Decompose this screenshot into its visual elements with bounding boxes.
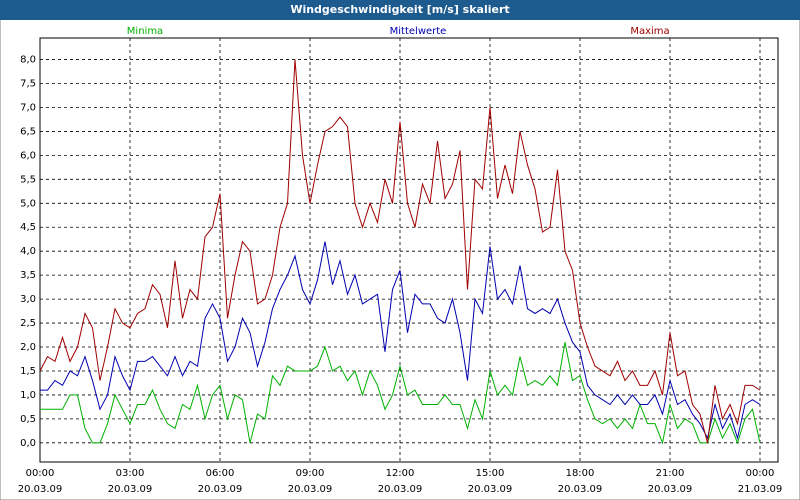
plot-area	[39, 37, 779, 463]
x-tick-label: 18:00	[566, 468, 595, 479]
x-tick-label: 00:00	[26, 468, 55, 479]
y-tick-label: 1,5	[20, 366, 36, 377]
y-tick-label: 2,0	[20, 342, 36, 353]
series-line	[39, 59, 761, 443]
x-tick-label: 06:00	[206, 468, 235, 479]
series-line	[40, 241, 761, 440]
y-tick-label: 7,5	[20, 79, 36, 90]
legend-label: Minima	[127, 26, 163, 37]
x-tick-date: 21.03.09	[738, 484, 783, 495]
y-tick-label: 7,0	[20, 102, 36, 113]
legend-label: Mittelwerte	[390, 26, 447, 37]
x-tick-label: 12:00	[386, 468, 415, 479]
x-tick-date: 20.03.09	[468, 484, 513, 495]
x-tick-label: 21:00	[656, 468, 685, 479]
y-tick-label: 0,0	[20, 438, 36, 449]
y-tick-label: 5,5	[20, 174, 36, 185]
y-tick-label: 4,5	[20, 222, 36, 233]
x-tick-date: 20.03.09	[198, 484, 243, 495]
y-tick-label: 0,5	[20, 414, 36, 425]
y-tick-label: 5,0	[20, 198, 36, 209]
chart-title: Windgeschwindigkeit [m/s] skaliert	[290, 3, 509, 16]
x-tick-date: 20.03.09	[648, 484, 693, 495]
x-tick-label: 15:00	[476, 468, 505, 479]
y-tick-label: 6,0	[20, 150, 36, 161]
x-tick-label: 09:00	[296, 468, 325, 479]
title-bar	[0, 0, 800, 20]
legend-label: Maxima	[630, 26, 669, 37]
x-tick-date: 20.03.09	[18, 484, 63, 495]
x-tick-date: 20.03.09	[288, 484, 333, 495]
y-tick-label: 3,5	[20, 270, 36, 281]
y-tick-label: 6,5	[20, 126, 36, 137]
y-tick-label: 2,5	[20, 318, 36, 329]
x-tick-date: 20.03.09	[108, 484, 153, 495]
y-tick-label: 1,0	[20, 390, 36, 401]
y-tick-label: 3,0	[20, 294, 36, 305]
x-tick-date: 20.03.09	[558, 484, 603, 495]
y-tick-label: 4,0	[20, 246, 36, 257]
y-tick-label: 8,0	[20, 55, 36, 66]
x-tick-label: 03:00	[116, 468, 145, 479]
x-tick-label: 00:00	[746, 468, 775, 479]
x-tick-date: 20.03.09	[378, 484, 423, 495]
